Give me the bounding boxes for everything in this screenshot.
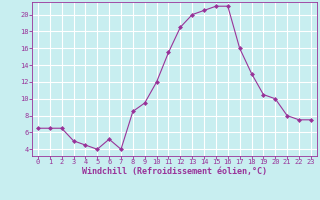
- X-axis label: Windchill (Refroidissement éolien,°C): Windchill (Refroidissement éolien,°C): [82, 167, 267, 176]
